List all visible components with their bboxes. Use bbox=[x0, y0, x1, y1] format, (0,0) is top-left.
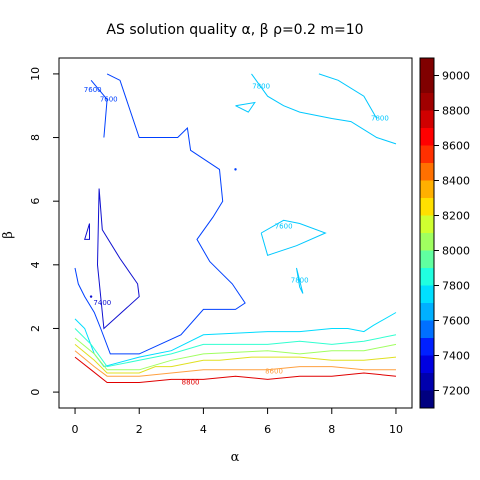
colorbar-segment-9 bbox=[420, 233, 434, 251]
colorbar-tick-label-5: 8200 bbox=[442, 210, 470, 223]
colorbar-segment-3 bbox=[420, 338, 434, 356]
x-axis: 0 2 4 6 8 10 bbox=[72, 407, 403, 436]
x-tick-label-3: 6 bbox=[264, 423, 271, 436]
colorbar-segment-8 bbox=[420, 250, 434, 268]
y-tick-label-2: 4 bbox=[29, 261, 42, 268]
colorbar-segment-7 bbox=[420, 268, 434, 286]
colorbar-segment-5 bbox=[420, 303, 434, 321]
colorbar-segment-10 bbox=[420, 215, 434, 233]
contour-line-7400-1 bbox=[96, 188, 140, 330]
y-axis-label: β bbox=[1, 231, 16, 239]
contour-label-8600-0: 8600 bbox=[265, 367, 283, 375]
contour-line-7800-2 bbox=[296, 267, 304, 294]
y-tick-label-3: 6 bbox=[29, 198, 42, 205]
colorbar-segment-11 bbox=[420, 198, 434, 216]
contour-label-8800-0: 8800 bbox=[182, 379, 200, 387]
y-tick-label-4: 8 bbox=[29, 134, 42, 141]
contour-label-7400-0: 7400 bbox=[93, 299, 111, 307]
colorbar-segment-15 bbox=[420, 128, 434, 146]
colorbar-segment-17 bbox=[420, 93, 434, 111]
x-axis-label: α bbox=[231, 450, 240, 465]
contour-label-7800-0: 7800 bbox=[252, 83, 270, 91]
x-tick-label-1: 2 bbox=[136, 423, 143, 436]
y-axis: 0 2 4 6 8 10 bbox=[29, 67, 60, 396]
x-tick-label-0: 0 bbox=[72, 423, 79, 436]
contour-line-7800-3 bbox=[251, 73, 397, 145]
contour-label-7800-3: 7800 bbox=[291, 277, 309, 285]
plot-frame bbox=[58, 57, 413, 409]
x-tick-label-5: 10 bbox=[389, 423, 403, 436]
colorbar-segment-14 bbox=[420, 145, 434, 163]
y-tick-label-0: 0 bbox=[29, 389, 42, 396]
colorbar-segment-2 bbox=[420, 355, 434, 373]
contour-label-7800-1: 7600 bbox=[275, 223, 293, 231]
colorbar-segment-1 bbox=[420, 373, 434, 391]
contour-line-8000-0 bbox=[74, 328, 397, 368]
colorbar-tick-label-2: 7600 bbox=[442, 315, 470, 328]
contour-line-7400-0 bbox=[84, 223, 90, 240]
contour-line-8400-0 bbox=[74, 344, 397, 374]
contour-line-7600-0 bbox=[90, 79, 108, 138]
colorbar-segment-16 bbox=[420, 110, 434, 128]
colorbar: 7200 7400 7600 7800 8000 8200 8400 8600 8800 9000 bbox=[419, 57, 470, 409]
y-tick-label-1: 2 bbox=[29, 325, 42, 332]
colorbar-tick-label-3: 7800 bbox=[442, 280, 470, 293]
colorbar-tick-label-7: 8600 bbox=[442, 140, 470, 153]
contour-point-0 bbox=[234, 168, 237, 171]
contour-line-7800-4 bbox=[318, 73, 378, 119]
contour-line-7800-1 bbox=[260, 219, 327, 256]
contour-line-8800-0 bbox=[74, 356, 397, 383]
contour-label-7600-0: 7600 bbox=[100, 95, 118, 103]
colorbar-tick-label-4: 8000 bbox=[442, 245, 470, 258]
colorbar-segment-13 bbox=[420, 163, 434, 181]
contour-label-7600-1: 7600 bbox=[84, 86, 102, 94]
y-tick-label-5: 10 bbox=[29, 67, 42, 81]
chart-title: AS solution quality α, β ρ=0.2 m=10 bbox=[106, 22, 363, 38]
colorbar-tick-label-1: 7400 bbox=[442, 350, 470, 363]
contour-line-8600-0 bbox=[74, 350, 396, 377]
colorbar-tick-label-9: 9000 bbox=[442, 70, 470, 83]
colorbar-tick-label-0: 7200 bbox=[442, 385, 470, 398]
contour-line-7600-1 bbox=[74, 73, 246, 355]
contour-line-7800-0 bbox=[235, 101, 256, 113]
colorbar-segment-6 bbox=[420, 285, 434, 303]
colorbar-segment-4 bbox=[420, 320, 434, 338]
colorbar-tick-label-8: 8800 bbox=[442, 105, 470, 118]
colorbar-segment-12 bbox=[420, 180, 434, 198]
x-tick-label-4: 8 bbox=[328, 423, 335, 436]
contour-label-7800-2: 7800 bbox=[371, 114, 389, 122]
contour-line-8200-0 bbox=[74, 337, 397, 371]
x-tick-label-2: 4 bbox=[200, 423, 207, 436]
contour-point-1 bbox=[89, 295, 93, 298]
colorbar-tick-label-6: 8400 bbox=[442, 175, 470, 188]
colorbar-frame bbox=[419, 57, 435, 409]
colorbar-segment-0 bbox=[420, 390, 434, 408]
colorbar-segment-18 bbox=[420, 58, 434, 93]
